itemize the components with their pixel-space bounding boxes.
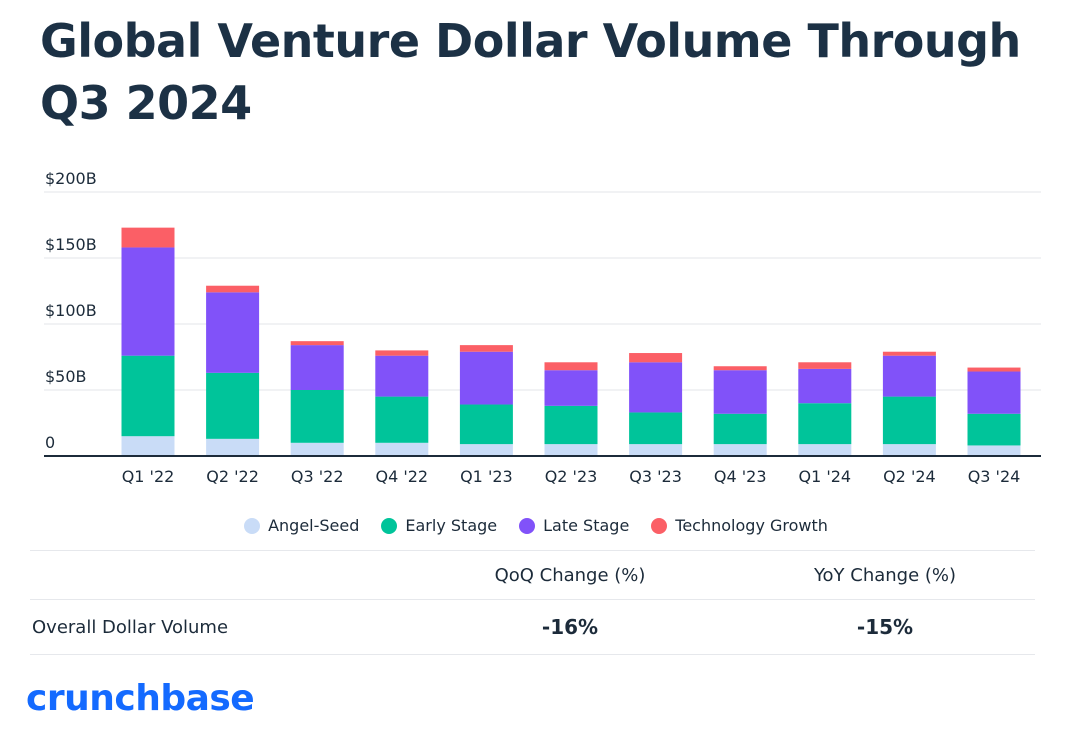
bar-segment-technology-growth[interactable] [629, 353, 683, 363]
bar-segment-angel-seed[interactable] [713, 444, 767, 456]
bar-segment-late-stage[interactable] [798, 368, 852, 404]
bar-segment-angel-seed[interactable] [459, 444, 513, 456]
bar-segment-early-stage[interactable] [544, 405, 598, 445]
bar-segment-technology-growth[interactable] [290, 341, 344, 346]
bar-stack[interactable] [206, 285, 260, 456]
x-tick-label: Q1 '23 [460, 467, 513, 486]
bar-segment-early-stage[interactable] [629, 412, 683, 445]
bar-segment-technology-growth[interactable] [121, 227, 175, 248]
legend-item-early-stage[interactable]: Early Stage [381, 516, 497, 535]
x-tick-label: Q3 '23 [629, 467, 682, 486]
y-tick-label: $100B [45, 301, 97, 320]
legend-swatch-angel-seed [244, 517, 261, 534]
qoq-header: QoQ Change (%) [494, 564, 646, 586]
legend-label-technology-growth: Technology Growth [675, 516, 828, 535]
y-tick-label: 0 [45, 433, 55, 452]
table-row: Overall Dollar Volume -16% -15% [30, 599, 1035, 655]
legend-label-late-stage: Late Stage [543, 516, 630, 535]
bar-segment-late-stage[interactable] [629, 362, 683, 413]
bar-segment-angel-seed[interactable] [544, 444, 598, 456]
legend-label-angel-seed: Angel-Seed [268, 516, 360, 535]
table-header-row: QoQ Change (%) YoY Change (%) [30, 550, 1035, 599]
x-tick-label: Q4 '22 [375, 467, 428, 486]
bar-segment-early-stage[interactable] [459, 404, 513, 445]
bar-segment-late-stage[interactable] [290, 345, 344, 390]
bar-stack[interactable] [798, 362, 852, 456]
bar-stack[interactable] [629, 353, 683, 456]
bar-segment-technology-growth[interactable] [459, 345, 513, 352]
bar-segment-angel-seed[interactable] [375, 442, 429, 456]
legend-item-angel-seed[interactable]: Angel-Seed [244, 516, 359, 535]
bar-segment-early-stage[interactable] [798, 403, 852, 445]
bar-segment-late-stage[interactable] [459, 351, 513, 405]
y-axis-ticks: 0 $50B $100B $150B $200B [45, 169, 97, 452]
qoq-value: -16% [541, 615, 599, 639]
bar-segment-late-stage[interactable] [967, 371, 1021, 414]
bar-segment-technology-growth[interactable] [713, 366, 767, 371]
bar-segment-technology-growth[interactable] [967, 367, 1021, 372]
legend-item-technology-growth[interactable]: Technology Growth [651, 516, 828, 535]
row-label: Overall Dollar Volume [32, 616, 229, 638]
bar-segment-early-stage[interactable] [882, 396, 936, 445]
yoy-header: YoY Change (%) [813, 564, 957, 586]
bar-segment-angel-seed[interactable] [206, 438, 260, 456]
bar-segment-late-stage[interactable] [121, 247, 175, 356]
bar-segment-angel-seed[interactable] [121, 436, 175, 456]
chart-title: Global Venture Dollar Volume Through Q3 … [40, 14, 1021, 130]
bar-segment-early-stage[interactable] [375, 396, 429, 443]
y-tick-label: $200B [45, 169, 97, 188]
bar-segment-late-stage[interactable] [713, 370, 767, 414]
bar-stack[interactable] [290, 341, 344, 456]
bar-segment-technology-growth[interactable] [882, 351, 936, 356]
bar-segment-technology-growth[interactable] [206, 285, 260, 293]
bar-stack[interactable] [967, 367, 1021, 456]
bar-segment-late-stage[interactable] [206, 292, 260, 373]
x-tick-label: Q1 '22 [122, 467, 175, 486]
bar-segment-angel-seed[interactable] [290, 442, 344, 456]
bar-segment-technology-growth[interactable] [375, 350, 429, 356]
x-tick-label: Q1 '24 [798, 467, 851, 486]
y-tick-label: $50B [45, 367, 87, 386]
bar-segment-late-stage[interactable] [882, 355, 936, 397]
stacked-bar-chart: 0$50B$100B$150B$200B Q1 '22 Q2 '22 Q3 '22 Q… [44, 169, 1041, 486]
yoy-value: -15% [856, 615, 914, 639]
bar-segment-angel-seed[interactable] [798, 444, 852, 456]
x-tick-label: Q3 '24 [968, 467, 1021, 486]
legend-swatch-late-stage [519, 517, 536, 534]
bar-stack[interactable] [882, 351, 936, 456]
bar-segment-early-stage[interactable] [121, 355, 175, 437]
bar-segment-early-stage[interactable] [713, 413, 767, 445]
crunchbase-logo: crunchbase [26, 678, 255, 719]
bar-segment-technology-growth[interactable] [544, 362, 598, 371]
change-table: QoQ Change (%) YoY Change (%) Overall Do… [30, 550, 1035, 655]
bar-stack[interactable] [544, 362, 598, 456]
bar-segment-technology-growth[interactable] [798, 362, 852, 369]
legend-swatch-early-stage [381, 517, 398, 534]
bar-segment-early-stage[interactable] [290, 390, 344, 443]
bar-stack[interactable] [375, 350, 429, 456]
x-axis-ticks: Q1 '22 Q2 '22 Q3 '22 Q4 '22 Q1 '23 Q2 '23 Q3 '… [122, 467, 1021, 486]
legend-label-early-stage: Early Stage [405, 516, 498, 535]
bar-segment-angel-seed[interactable] [629, 444, 683, 456]
bar-segment-early-stage[interactable] [206, 372, 260, 439]
legend: Angel-Seed Early Stage Late Stage Techno… [0, 516, 1072, 535]
y-tick-label: $150B [45, 235, 97, 254]
bar-stack[interactable] [121, 227, 175, 456]
bar-segment-angel-seed[interactable] [967, 445, 1021, 456]
x-tick-label: Q4 '23 [714, 467, 767, 486]
legend-item-late-stage[interactable]: Late Stage [519, 516, 629, 535]
x-tick-label: Q3 '22 [291, 467, 344, 486]
x-tick-label: Q2 '24 [883, 467, 936, 486]
x-tick-label: Q2 '23 [545, 467, 598, 486]
bar-segment-early-stage[interactable] [967, 413, 1021, 446]
bar-segment-late-stage[interactable] [375, 355, 429, 397]
bar-stack[interactable] [713, 366, 767, 456]
bar-stacks [121, 227, 1021, 456]
bar-segment-late-stage[interactable] [544, 370, 598, 406]
bar-stack[interactable] [459, 345, 513, 456]
x-tick-label: Q2 '22 [206, 467, 259, 486]
bar-segment-angel-seed[interactable] [882, 444, 936, 456]
legend-swatch-technology-growth [651, 517, 668, 534]
